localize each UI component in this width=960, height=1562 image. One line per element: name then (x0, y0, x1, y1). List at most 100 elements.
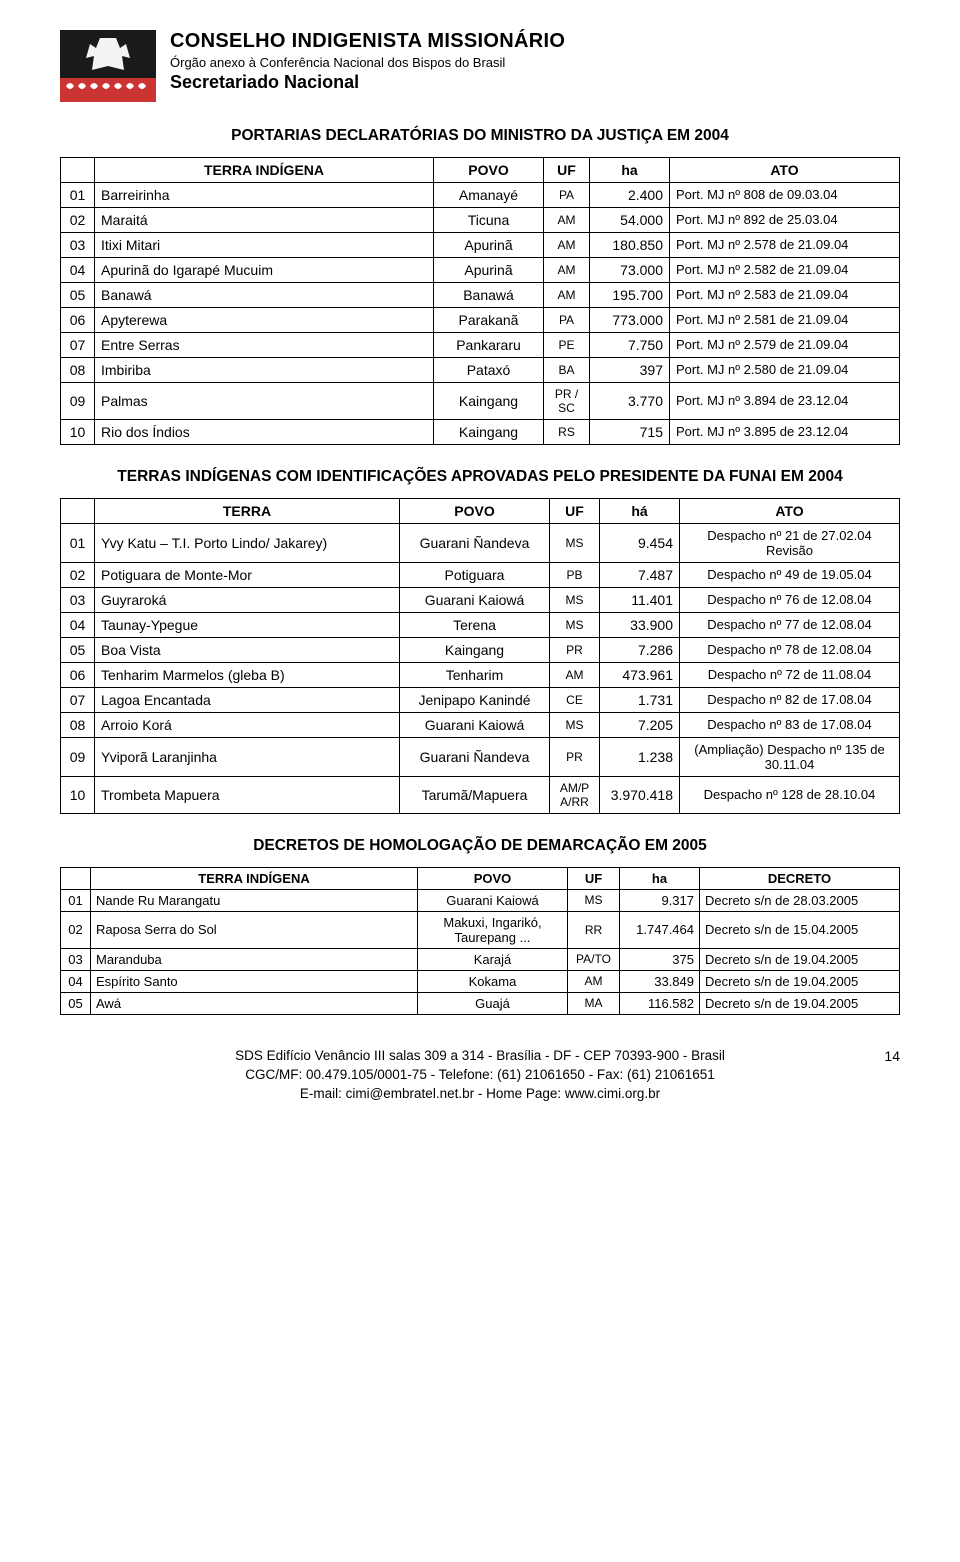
table-cell: 07 (61, 687, 95, 712)
table-cell: 1.731 (600, 687, 680, 712)
table-cell: 06 (61, 662, 95, 687)
table-cell: Yvy Katu – T.I. Porto Lindo/ Jakarey) (95, 523, 400, 562)
table-cell: AM (544, 207, 590, 232)
table-row: 10Trombeta MapueraTarumã/MapueraAM/P A/R… (61, 776, 900, 813)
table-cell: Despacho nº 76 de 12.08.04 (680, 587, 900, 612)
table-cell: 397 (590, 357, 670, 382)
table-cell: Awá (91, 992, 418, 1014)
table-cell: Apurinã (434, 257, 544, 282)
section2-title: TERRAS INDÍGENAS COM IDENTIFICAÇÕES APRO… (60, 467, 900, 488)
table-cell: PE (544, 332, 590, 357)
table-cell: AM (544, 257, 590, 282)
section3-title: DECRETOS DE HOMOLOGAÇÃO DE DEMARCAÇÃO EM… (60, 836, 900, 857)
table-cell: 11.401 (600, 587, 680, 612)
identificacoes-table: TERRAPOVOUFháATO01Yvy Katu – T.I. Porto … (60, 498, 900, 814)
table-cell: BA (544, 357, 590, 382)
table-cell: 04 (61, 970, 91, 992)
table-cell: MS (568, 889, 620, 911)
col-header: TERRA INDÍGENA (95, 157, 434, 182)
table-cell: Itixi Mitari (95, 232, 434, 257)
table-cell: Taunay-Ypegue (95, 612, 400, 637)
table-cell: 7.750 (590, 332, 670, 357)
col-header: POVO (434, 157, 544, 182)
table-cell: 03 (61, 232, 95, 257)
table-cell: 01 (61, 889, 91, 911)
table-cell: Banawá (434, 282, 544, 307)
table-cell: MS (550, 523, 600, 562)
table-cell: 08 (61, 357, 95, 382)
col-header (61, 867, 91, 889)
table-cell: Maraitá (95, 207, 434, 232)
table-row: 01BarreirinhaAmanayéPA2.400Port. MJ nº 8… (61, 182, 900, 207)
table-cell: Apyterewa (95, 307, 434, 332)
table-cell: Entre Serras (95, 332, 434, 357)
table-cell: Guarani Ñandeva (400, 737, 550, 776)
table-cell: Guarani Kaiowá (400, 587, 550, 612)
table-cell: 180.850 (590, 232, 670, 257)
table-cell: Port. MJ nº 2.582 de 21.09.04 (670, 257, 900, 282)
table-row: 05AwáGuajáMA116.582Decreto s/n de 19.04.… (61, 992, 900, 1014)
table-cell: Port. MJ nº 892 de 25.03.04 (670, 207, 900, 232)
footer-line3: E-mail: cimi@embratel.net.br - Home Page… (60, 1085, 900, 1104)
col-header: UF (550, 498, 600, 523)
table-cell: 10 (61, 776, 95, 813)
table-cell: Amanayé (434, 182, 544, 207)
table-cell: 195.700 (590, 282, 670, 307)
table-cell: Despacho nº 82 de 17.08.04 (680, 687, 900, 712)
table-cell: Decreto s/n de 19.04.2005 (700, 992, 900, 1014)
portarias-table: TERRA INDÍGENAPOVOUFhaATO01BarreirinhaAm… (60, 157, 900, 445)
table-cell: Tenharim Marmelos (gleba B) (95, 662, 400, 687)
table-cell: Apurinã do Igarapé Mucuim (95, 257, 434, 282)
table-cell: RS (544, 419, 590, 444)
table-cell: MS (550, 612, 600, 637)
col-header: ha (620, 867, 700, 889)
table-cell: 33.900 (600, 612, 680, 637)
table-cell: Guarani Kaiowá (400, 712, 550, 737)
table-row: 01Nande Ru MarangatuGuarani KaiowáMS9.31… (61, 889, 900, 911)
table-cell: 7.205 (600, 712, 680, 737)
table-cell: 2.400 (590, 182, 670, 207)
table-cell: Rio dos Índios (95, 419, 434, 444)
table-row: 09PalmasKaingangPR / SC3.770Port. MJ nº … (61, 382, 900, 419)
table-cell: Decreto s/n de 19.04.2005 (700, 948, 900, 970)
table-cell: Decreto s/n de 15.04.2005 (700, 911, 900, 948)
table-cell: Kaingang (400, 637, 550, 662)
table-cell: 7.487 (600, 562, 680, 587)
table-cell: MS (550, 587, 600, 612)
table-cell: Port. MJ nº 2.580 de 21.09.04 (670, 357, 900, 382)
table-cell: PR / SC (544, 382, 590, 419)
table-cell: 04 (61, 257, 95, 282)
col-header: DECRETO (700, 867, 900, 889)
table-cell: 02 (61, 911, 91, 948)
table-cell: Parakanã (434, 307, 544, 332)
header-text: CONSELHO INDIGENISTA MISSIONÁRIO Órgão a… (170, 30, 900, 93)
table-cell: PR (550, 737, 600, 776)
table-cell: PA/TO (568, 948, 620, 970)
table-row: 04Taunay-YpegueTerenaMS33.900Despacho nº… (61, 612, 900, 637)
table-cell: 375 (620, 948, 700, 970)
table-cell: 10 (61, 419, 95, 444)
table-cell: Espírito Santo (91, 970, 418, 992)
table-cell: Pankararu (434, 332, 544, 357)
table-cell: (Ampliação) Despacho nº 135 de 30.11.04 (680, 737, 900, 776)
table-cell: 05 (61, 637, 95, 662)
table-cell: Tarumã/Mapuera (400, 776, 550, 813)
table-cell: 07 (61, 332, 95, 357)
table-cell: Despacho nº 72 de 11.08.04 (680, 662, 900, 687)
table-cell: Port. MJ nº 2.581 de 21.09.04 (670, 307, 900, 332)
table-cell: Despacho nº 49 de 19.05.04 (680, 562, 900, 587)
table-cell: Potiguara de Monte-Mor (95, 562, 400, 587)
table-row: 06ApyterewaParakanãPA773.000Port. MJ nº … (61, 307, 900, 332)
section1-title: PORTARIAS DECLARATÓRIAS DO MINISTRO DA J… (60, 126, 900, 147)
table-cell: AM (568, 970, 620, 992)
col-header (61, 157, 95, 182)
page-number: 14 (884, 1047, 900, 1067)
table-cell: PR (550, 637, 600, 662)
page-header: CONSELHO INDIGENISTA MISSIONÁRIO Órgão a… (60, 30, 900, 102)
table-cell: Jenipapo Kanindé (400, 687, 550, 712)
table-cell: Barreirinha (95, 182, 434, 207)
col-header: ATO (670, 157, 900, 182)
table-row: 05BanawáBanawáAM195.700Port. MJ nº 2.583… (61, 282, 900, 307)
table-row: 02MaraitáTicunaAM54.000Port. MJ nº 892 d… (61, 207, 900, 232)
table-cell: Arroio Korá (95, 712, 400, 737)
